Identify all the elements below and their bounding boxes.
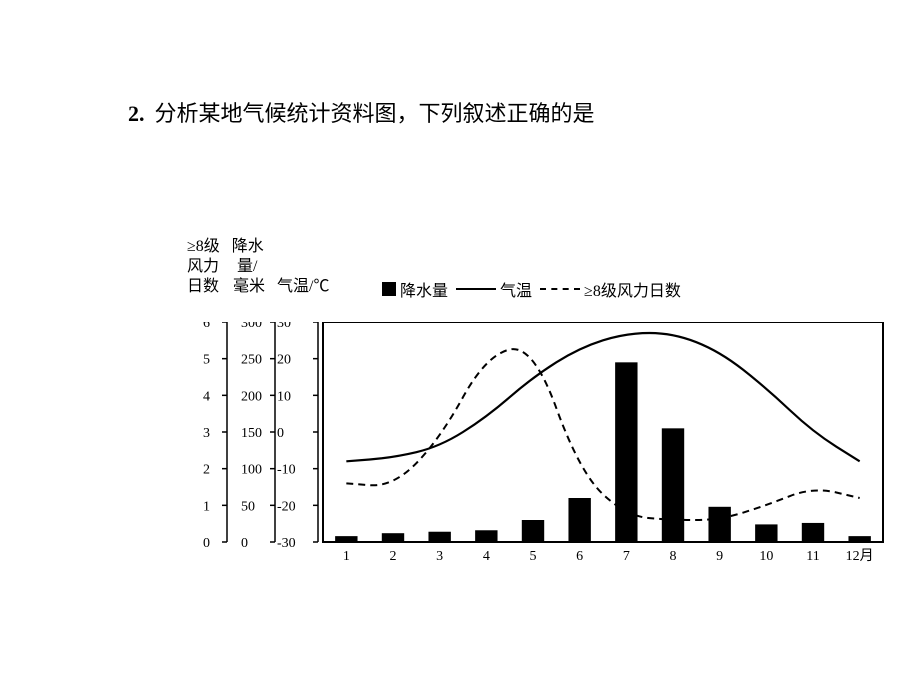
question-text: 分析某地气候统计资料图，下列叙述正确的是 xyxy=(155,96,595,128)
wind-axis-title-1: ≥8级 xyxy=(187,238,220,255)
legend-line-label: 气温 xyxy=(500,277,532,301)
precip-bar xyxy=(382,533,404,542)
precip-axis-tick-label: 50 xyxy=(241,499,255,514)
month-label: 4 xyxy=(483,549,490,564)
precip-bar xyxy=(615,362,637,542)
month-label: 1 xyxy=(343,549,350,564)
temp-axis-tick-label: 30 xyxy=(277,322,291,331)
temp-axis-tick-label: 0 xyxy=(277,426,284,441)
legend-dash-label: ≥8级风力日数 xyxy=(584,277,681,301)
precip-bar xyxy=(802,523,824,542)
axis-header-labels: ≥8级 降水 风力 量/ 日数 毫米 气温/℃ xyxy=(187,237,329,297)
wind-axis-title-2: 风力 xyxy=(187,258,219,275)
precip-bar xyxy=(662,428,684,542)
precip-bar xyxy=(708,507,730,542)
month-label: 5 xyxy=(530,549,537,564)
precip-bar xyxy=(568,498,590,542)
precip-axis-tick-label: 100 xyxy=(241,463,262,478)
chart-legend: 降水量 气温 ≥8级风力日数 xyxy=(382,277,681,301)
precip-bar xyxy=(848,536,870,542)
wind-axis-title-3: 日数 xyxy=(187,278,219,295)
month-label: 12月 xyxy=(846,548,874,564)
precip-bar xyxy=(335,536,357,542)
month-label: 9 xyxy=(716,549,723,564)
temp-axis-tick-label: 10 xyxy=(277,389,291,404)
legend-bar-label: 降水量 xyxy=(400,277,448,301)
precip-axis-tick-label: 0 xyxy=(241,536,248,551)
wind-axis-tick-label: 2 xyxy=(203,463,210,478)
temp-axis-tick-label: -10 xyxy=(277,463,296,478)
precip-bar xyxy=(475,530,497,542)
month-label: 8 xyxy=(670,549,677,564)
question-number: 2. xyxy=(128,101,145,127)
legend-dash: ≥8级风力日数 xyxy=(540,277,681,301)
precip-bar xyxy=(428,532,450,542)
wind-axis-tick-label: 3 xyxy=(203,426,210,441)
month-label: 6 xyxy=(576,549,583,564)
wind-axis-tick-label: 0 xyxy=(203,536,210,551)
wind-axis-tick-label: 4 xyxy=(203,389,210,404)
precip-axis-tick-label: 200 xyxy=(241,389,262,404)
precip-axis-title-2: 量/ xyxy=(237,258,257,275)
wind-axis-tick-label: 5 xyxy=(203,353,210,368)
precip-bar xyxy=(755,524,777,542)
precip-bar xyxy=(522,520,544,542)
plot-border xyxy=(323,322,883,542)
chart-svg: 0 1 2 3 4 5 6 0 50 100 150 200 250 300 -30 -20 -10 0 10 20 3… xyxy=(195,322,893,572)
precip-axis-tick-label: 250 xyxy=(241,353,262,368)
temp-axis-tick-label: -30 xyxy=(277,536,296,551)
climate-chart: 0 1 2 3 4 5 6 0 50 100 150 200 250 300 -30 -20 -10 0 10 20 3… xyxy=(195,322,893,572)
month-label: 3 xyxy=(436,549,443,564)
precip-axis-title-1: 降水 xyxy=(232,238,264,255)
month-label: 11 xyxy=(806,549,819,564)
month-label: 2 xyxy=(390,549,397,564)
legend-bar: 降水量 xyxy=(382,277,448,301)
month-label: 10 xyxy=(759,549,773,564)
precip-axis-tick-label: 150 xyxy=(241,426,262,441)
precip-axis-tick-label: 300 xyxy=(241,322,262,331)
precip-axis-title-3: 毫米 xyxy=(233,278,265,295)
temp-axis-tick-label: -20 xyxy=(277,499,296,514)
legend-line: 气温 xyxy=(456,277,532,301)
question-line: 2. 分析某地气候统计资料图，下列叙述正确的是 xyxy=(128,96,595,128)
wind-axis-tick-label: 6 xyxy=(203,322,210,331)
wind-axis-tick-label: 1 xyxy=(203,499,210,514)
temp-axis-title: 气温/℃ xyxy=(277,278,329,295)
temp-axis-tick-label: 20 xyxy=(277,353,291,368)
month-label: 7 xyxy=(623,549,630,564)
